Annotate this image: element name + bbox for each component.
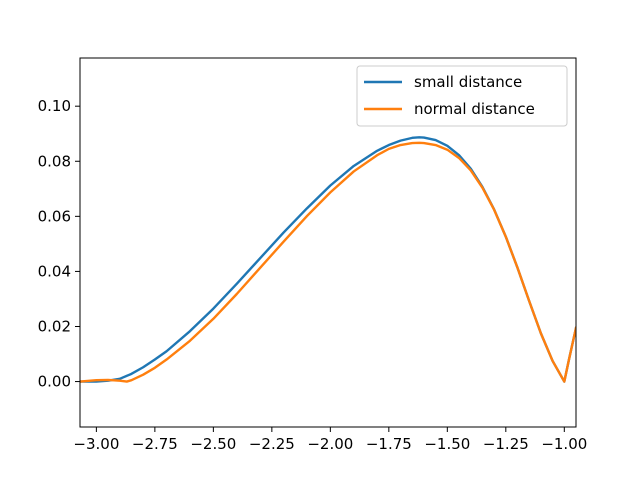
x-tick-label: −1.00 <box>541 435 587 453</box>
x-tick-label: −1.25 <box>483 435 529 453</box>
y-axis: 0.00 0.02 0.04 0.06 0.08 0.10 <box>38 97 80 391</box>
x-tick-label: −2.50 <box>190 435 236 453</box>
y-tick-label: 0.02 <box>38 317 71 335</box>
x-tick-label: −1.75 <box>366 435 412 453</box>
plot-frame <box>79 57 577 428</box>
legend-label: small distance <box>414 73 522 91</box>
x-tick-label: −3.00 <box>73 435 119 453</box>
x-tick-label: −2.00 <box>307 435 353 453</box>
x-tick-label: −2.25 <box>249 435 295 453</box>
y-tick-label: 0.08 <box>38 152 71 170</box>
y-tick-label: 0.10 <box>38 97 71 115</box>
y-tick-label: 0.06 <box>38 207 71 225</box>
series-line-2 <box>80 141 576 383</box>
series-layer <box>80 136 576 383</box>
x-tick-label: −2.75 <box>132 435 178 453</box>
legend: small distance normal distance <box>356 65 568 127</box>
y-tick-label: 0.04 <box>38 262 71 280</box>
legend-box <box>356 65 568 127</box>
series-line-1 <box>80 136 576 383</box>
x-axis: −3.00 −2.75 −2.50 −2.25 −2.00 −1.75 −1.50 −1.25… <box>73 427 587 453</box>
x-tick-label: −1.50 <box>424 435 470 453</box>
legend-label: normal distance <box>414 100 535 118</box>
y-tick-label: 0.00 <box>38 373 71 391</box>
